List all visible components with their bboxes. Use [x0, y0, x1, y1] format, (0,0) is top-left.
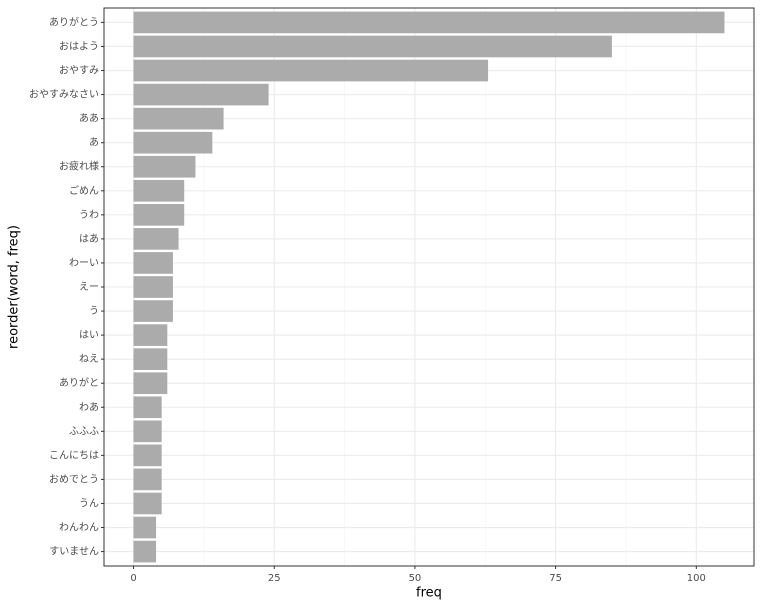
y-tick-label: はい — [79, 329, 99, 341]
bar — [133, 131, 213, 154]
y-tick-label: う — [89, 305, 99, 317]
x-tick-label: 50 — [409, 573, 422, 584]
x-axis-title: freq — [416, 586, 442, 601]
bar — [133, 204, 185, 226]
y-tick-label: お疲れ様 — [59, 160, 99, 173]
bar — [133, 83, 269, 106]
bar — [133, 444, 162, 467]
y-tick-label: おはよう — [59, 40, 99, 52]
bar — [133, 300, 173, 322]
bar — [133, 276, 173, 298]
bar — [133, 516, 157, 539]
bar — [133, 35, 612, 58]
y-tick-label: ねえ — [79, 353, 99, 365]
bar — [133, 107, 224, 130]
bar — [133, 252, 173, 274]
y-tick-label: ふふふ — [69, 425, 99, 437]
bar — [133, 155, 196, 178]
y-tick-label: はあ — [79, 233, 99, 245]
bar — [133, 396, 162, 419]
x-tick-label: 25 — [268, 573, 281, 584]
bar — [133, 420, 162, 443]
y-axis-title: reorder(word, freq) — [7, 225, 22, 349]
bar — [133, 348, 168, 370]
y-tick-label: うん — [79, 497, 99, 509]
bar — [133, 540, 157, 563]
y-tick-label: ありがとう — [49, 15, 99, 28]
y-tick-label: すいません — [49, 546, 99, 558]
y-tick-label: えー — [79, 281, 99, 293]
panel-border — [103, 7, 755, 567]
bar — [133, 59, 489, 82]
y-tick-label: ごめん — [69, 184, 99, 197]
y-tick-label: おめでとう — [49, 473, 99, 485]
x-tick-label: 100 — [687, 573, 706, 584]
bar — [133, 11, 725, 34]
bar — [133, 372, 168, 395]
y-tick-label: あ — [89, 137, 99, 149]
y-tick-label: わあ — [79, 401, 99, 413]
x-tick-label: 75 — [549, 573, 562, 584]
bar — [133, 468, 162, 491]
y-tick-label: おやすみ — [59, 65, 99, 77]
y-tick-label: おやすみなさい — [29, 89, 99, 101]
bar — [133, 492, 162, 515]
bar — [133, 324, 168, 346]
y-tick-label: ああ — [79, 113, 99, 125]
bar — [133, 179, 185, 202]
y-tick-label: うわ — [79, 209, 99, 221]
bar — [133, 228, 179, 250]
y-tick-label: わーい — [69, 257, 99, 269]
y-tick-label: ありがと — [59, 376, 99, 389]
y-tick-label: こんにちは — [49, 449, 99, 461]
x-tick-label: 0 — [130, 573, 136, 584]
y-tick-label: わんわん — [59, 522, 99, 534]
